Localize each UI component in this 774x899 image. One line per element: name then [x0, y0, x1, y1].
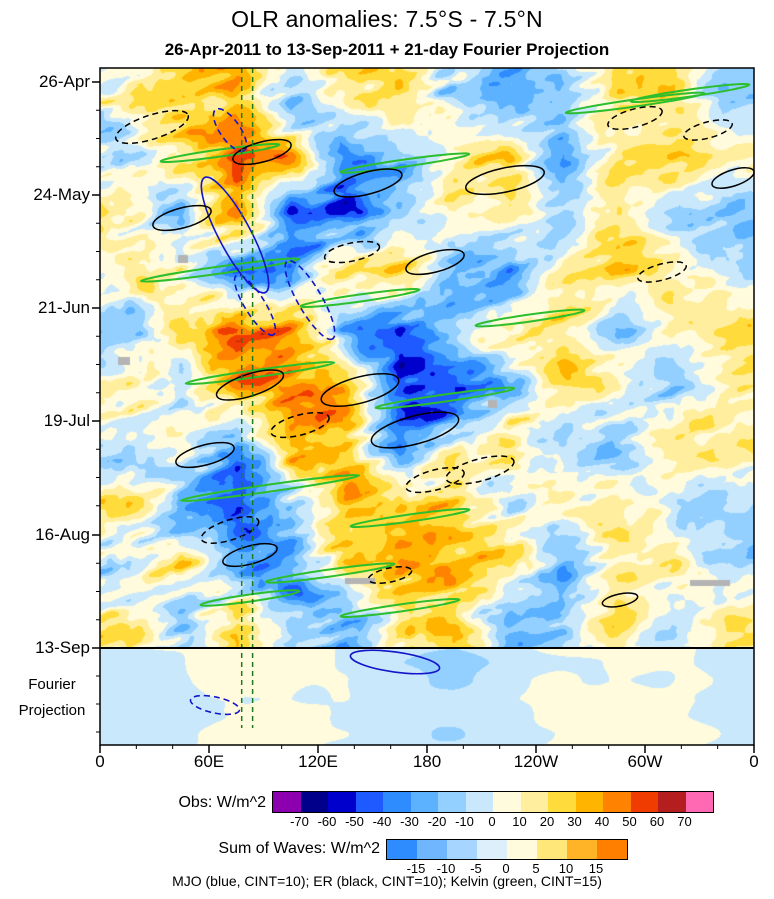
fourier-projection-label-line2: Projection [18, 702, 86, 719]
olr-anomaly-heatmap [100, 68, 754, 745]
colorbar-tick-label: -20 [427, 814, 447, 829]
y-tick-label: 24-May [33, 185, 90, 204]
colorbar-segment [355, 792, 383, 812]
colorbar-segment [685, 792, 713, 812]
x-tick-label: 60W [627, 752, 663, 771]
waves-colorbar-label: Sum of Waves: W/m^2 [218, 840, 380, 857]
y-tick-label: 19-Jul [43, 411, 90, 430]
obs-colorbar [272, 791, 714, 813]
colorbar-segment [410, 792, 438, 812]
colorbar-segment [575, 792, 603, 812]
colorbar-segment [658, 792, 686, 812]
colorbar-segment [383, 792, 411, 812]
colorbar-tick-label: -10 [455, 814, 474, 829]
colorbar-tick-label: -60 [317, 814, 337, 829]
hovmoller-plot-area [100, 68, 754, 745]
y-tick-label: 16-Aug [35, 525, 90, 544]
colorbar-segment [597, 840, 627, 859]
x-tick-label: 120E [298, 752, 338, 771]
colorbar-tick-label: 50 [622, 814, 637, 829]
colorbar-segment [630, 792, 658, 812]
colorbar-tick-label: 40 [594, 814, 610, 829]
y-tick-label: 21-Jun [38, 298, 90, 317]
wave-contour-legend-caption: MJO (blue, CINT=10); ER (black, CINT=10)… [172, 873, 602, 889]
colorbar-segment [465, 792, 493, 812]
colorbar-segment [438, 792, 466, 812]
x-tick-label: 120W [513, 752, 559, 771]
colorbar-segment [417, 840, 447, 859]
colorbar-tick-label: -15 [406, 861, 426, 876]
colorbar-tick-label: -50 [345, 814, 364, 829]
y-tick-label: 13-Sep [35, 638, 90, 657]
colorbar-segment [520, 792, 548, 812]
colorbar-segment [507, 840, 537, 859]
colorbar-tick-label: 70 [677, 814, 692, 829]
colorbar-tick-label: 10 [512, 814, 527, 829]
colorbar-segment [493, 792, 521, 812]
colorbar-tick-label: 30 [567, 814, 582, 829]
colorbar-tick-label: -10 [436, 861, 456, 876]
colorbar-tick-label: 5 [532, 861, 540, 876]
fourier-projection-label-line1: Fourier [28, 676, 76, 693]
colorbar-segment [477, 840, 507, 859]
colorbar-tick-label: -5 [470, 861, 482, 876]
colorbar-tick-label: 0 [488, 814, 496, 829]
obs-colorbar-label: Obs: W/m^2 [178, 794, 266, 811]
colorbar-tick-label: 15 [588, 861, 604, 876]
colorbar-segment [387, 840, 417, 859]
colorbar-segment [548, 792, 576, 812]
colorbar-segment [273, 792, 301, 812]
colorbar-tick-label: -70 [290, 814, 309, 829]
y-tick-label: 26-Apr [38, 72, 90, 91]
colorbar-segment [447, 840, 477, 859]
colorbar-tick-label: -40 [372, 814, 392, 829]
colorbar-segment [567, 840, 597, 859]
colorbar-tick-label: -30 [400, 814, 419, 829]
page-subtitle: 26-Apr-2011 to 13-Sep-2011 + 21-day Four… [164, 40, 610, 59]
colorbar-segment [603, 792, 631, 812]
waves-colorbar [386, 839, 628, 860]
colorbar-tick-label: 10 [558, 861, 574, 876]
colorbar-segment [537, 840, 567, 859]
page-title: OLR anomalies: 7.5°S - 7.5°N [231, 6, 543, 32]
x-tick-label: 180 [412, 752, 442, 771]
x-tick-label: 0 [95, 752, 105, 771]
x-tick-label: 60E [193, 752, 225, 771]
x-tick-label: 0 [749, 752, 759, 771]
colorbar-segment [328, 792, 356, 812]
colorbar-tick-label: 60 [649, 814, 665, 829]
colorbar-segment [300, 792, 328, 812]
colorbar-tick-label: 20 [539, 814, 555, 829]
colorbar-tick-label: 0 [502, 861, 510, 876]
